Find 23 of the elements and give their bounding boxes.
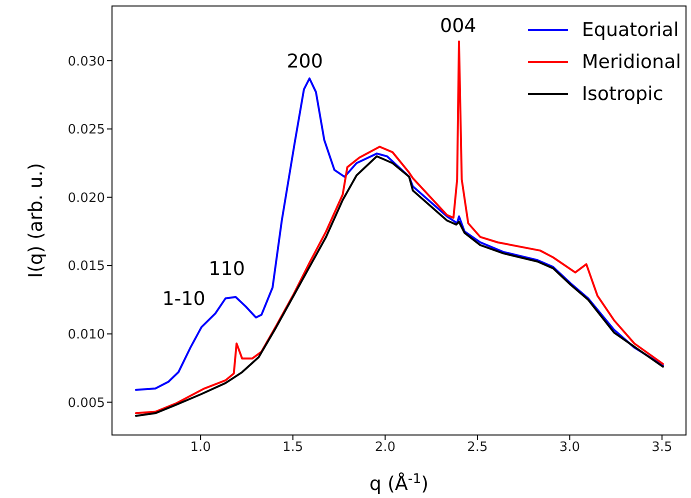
legend-label: Meridional — [582, 50, 681, 75]
line-series — [134, 155, 664, 417]
y-tick-label: 0.010 — [68, 328, 105, 343]
x-tick-label: 3.0 — [559, 440, 580, 456]
annotation: 110 — [208, 258, 245, 280]
line-series — [134, 77, 664, 391]
y-tick-label: 0.005 — [68, 396, 105, 411]
x-tick-label: 2.0 — [374, 440, 396, 456]
x-tick-label: 3.5 — [652, 440, 672, 456]
y-tick-label: 0.030 — [68, 54, 105, 70]
x-tick-label: 2.5 — [467, 440, 488, 456]
y-tick-label: 0.020 — [68, 190, 105, 206]
x-tick-label: 1.0 — [190, 440, 211, 456]
y-tick-label: 0.015 — [68, 259, 105, 274]
annotation: 004 — [440, 15, 476, 38]
y-axis-title: I(q) (arb. u.) — [25, 162, 47, 278]
annotation: 1-10 — [162, 288, 206, 310]
legend-label: Equatorial — [582, 18, 679, 43]
y-tick-label: 0.025 — [68, 122, 105, 138]
annotation: 200 — [286, 50, 323, 72]
legend-label: Isotropic — [582, 82, 664, 107]
x-tick-label: 1.5 — [282, 440, 304, 456]
x-axis-title: q (Å$^{-1}$) — [369, 472, 429, 495]
